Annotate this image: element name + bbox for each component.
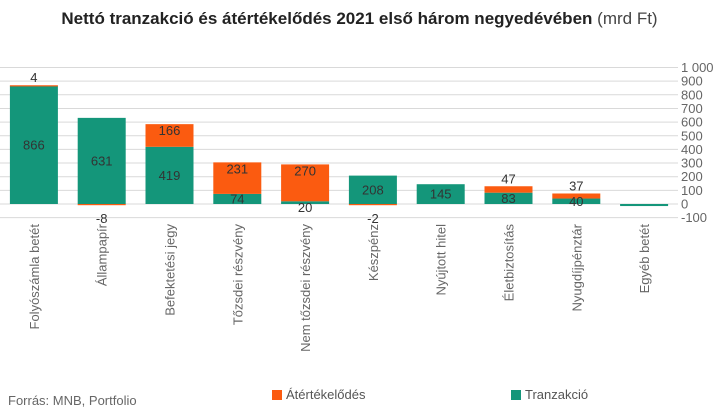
bar-tranzakcio <box>620 204 669 207</box>
legend-label-atertekelodes: Átértékelődés <box>286 387 366 402</box>
bar-layer <box>9 85 669 207</box>
data-label-atertekelodes: 4 <box>30 70 37 85</box>
x-tick-label: Folyószámla betét <box>27 224 42 330</box>
bar-tranzakcio <box>77 117 126 204</box>
x-tick-label: Életbiztosítás <box>502 224 517 302</box>
y-tick-label: 300 <box>681 156 703 171</box>
x-tick-label: Tőzsdei részvény <box>230 224 245 326</box>
legend-label-tranzakcio: Tranzakció <box>525 387 589 402</box>
y-tick-label: 0 <box>681 197 688 212</box>
y-tick-label: 400 <box>681 142 703 157</box>
bar-tranzakcio <box>281 201 330 204</box>
data-label-atertekelodes: -8 <box>96 211 108 226</box>
x-tick-label: Nem tőzsdei részvény <box>298 224 313 352</box>
y-tick-label: 800 <box>681 87 703 102</box>
bar-tranzakcio <box>213 193 262 204</box>
data-label-tranzakcio: 40 <box>569 194 583 209</box>
legend-item-atertekelodes: Átértékelődés <box>272 387 366 402</box>
data-label-tranzakcio: 74 <box>230 191 244 206</box>
bar-atertekelodes <box>145 124 194 147</box>
legend-item-tranzakcio: Tranzakció <box>511 387 588 402</box>
data-label-tranzakcio: 20 <box>298 200 312 215</box>
chart-title-main: Nettó tranzakció és átértékelődés 2021 e… <box>61 9 593 28</box>
bar-atertekelodes <box>281 164 330 202</box>
x-tick-label: Készpénz <box>366 224 381 281</box>
x-tick-label: Állampapír <box>95 223 110 286</box>
bar-atertekelodes <box>213 162 262 194</box>
bar-tranzakcio <box>9 85 58 204</box>
data-label-atertekelodes: 166 <box>159 123 181 138</box>
bar-atertekelodes <box>484 186 533 193</box>
y-tick-label: 900 <box>681 74 703 89</box>
data-label-atertekelodes: 47 <box>501 171 515 186</box>
legend-swatch-tranzakcio <box>511 389 521 400</box>
chart-title: Nettó tranzakció és átértékelődés 2021 e… <box>0 9 719 29</box>
legend-swatch-atertekelodes <box>272 389 282 400</box>
data-label-layer: 866 4 631 -8 419 166 74 231 20 270 208 -2 145 83 47 403… <box>23 70 583 226</box>
y-tick-label: 200 <box>681 169 703 184</box>
data-label-atertekelodes: 231 <box>226 161 248 176</box>
bar-tranzakcio <box>484 192 533 204</box>
bar-tranzakcio <box>145 146 194 204</box>
x-tick-label: Egyéb betét <box>637 224 652 294</box>
y-tick-label: 100 <box>681 183 703 198</box>
y-tick-label: 700 <box>681 101 703 116</box>
data-label-tranzakcio: 208 <box>362 182 384 197</box>
data-label-tranzakcio: 631 <box>91 153 113 168</box>
bar-tranzakcio <box>348 175 397 204</box>
x-tick-label: Nyújtott hitel <box>434 224 449 296</box>
bar-atertekelodes <box>77 204 126 206</box>
bar-tranzakcio <box>552 198 601 204</box>
bar-atertekelodes <box>552 193 601 199</box>
data-label-atertekelodes: 270 <box>294 163 316 178</box>
data-label-tranzakcio: 83 <box>501 191 515 206</box>
source-note: Forrás: MNB, Portfolio <box>8 393 137 408</box>
x-tick-label: Befektetési jegy <box>163 224 178 316</box>
data-label-atertekelodes: 37 <box>569 178 583 193</box>
x-tick-label: Nyugdíjpénztár <box>569 223 584 311</box>
y-tick-label: 1 000 <box>681 60 714 75</box>
chart-title-unit: (mrd Ft) <box>597 9 658 28</box>
data-label-tranzakcio: 866 <box>23 137 45 152</box>
bar-atertekelodes <box>9 85 58 87</box>
bar-tranzakcio <box>416 184 465 204</box>
data-label-tranzakcio: 145 <box>430 187 452 202</box>
y-tick-label: 500 <box>681 128 703 143</box>
data-label-tranzakcio: 419 <box>159 168 181 183</box>
y-tick-label: -100 <box>681 210 707 225</box>
data-label-atertekelodes: -2 <box>367 211 379 226</box>
y-tick-label: 600 <box>681 115 703 130</box>
bar-atertekelodes <box>348 204 397 206</box>
